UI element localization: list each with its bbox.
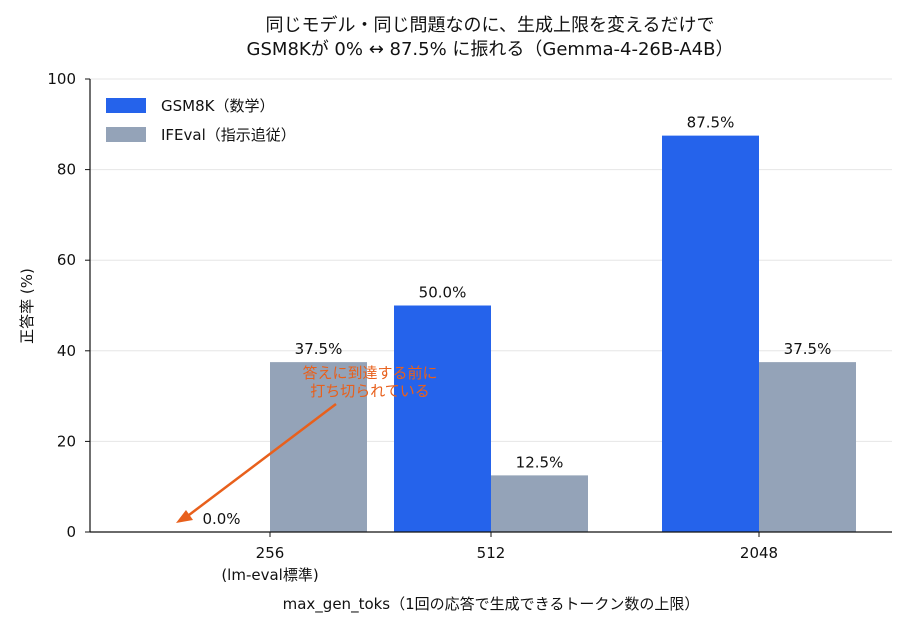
annotation-arrow-shaft (184, 403, 337, 519)
axes: 0 20 40 60 80 100 256 (lm-eval標準) 512 2048 (47, 70, 892, 584)
x-tick-sublabel: (lm-eval標準) (221, 566, 318, 584)
annotation-text: 打ち切られている (310, 382, 430, 400)
legend-swatch (106, 98, 146, 113)
bars (270, 135, 856, 532)
y-tick-label: 100 (47, 70, 76, 88)
legend-label: GSM8K（数学） (161, 97, 274, 115)
y-tick-label: 40 (57, 342, 76, 360)
x-axis-label: max_gen_toks（1回の応答で生成できるトークン数の上限） (283, 595, 700, 614)
data-label: 50.0% (419, 284, 467, 302)
legend: GSM8K（数学） IFEval（指示追従） (106, 97, 296, 144)
data-label: 0.0% (202, 510, 240, 528)
data-labels: 0.0% 37.5% 50.0% 12.5% 87.5% 37.5% (202, 114, 831, 528)
y-tick-label: 20 (57, 432, 76, 450)
bar (270, 362, 367, 532)
y-axis-label: 正答率 (%) (18, 268, 36, 344)
y-tick-label: 0 (66, 523, 76, 541)
bar (394, 305, 491, 532)
chart-subtitle: GSM8Kが 0% ↔ 87.5% に振れる（Gemma-4-26B-A4B） (247, 39, 734, 60)
data-label: 37.5% (784, 340, 832, 358)
legend-swatch (106, 127, 146, 142)
data-label: 87.5% (687, 114, 735, 132)
bar (491, 475, 588, 532)
x-tick-label: 256 (256, 544, 285, 562)
y-tick-label: 80 (57, 161, 76, 179)
bar (759, 362, 856, 532)
chart-title: 同じモデル・同じ問題なのに、生成上限を変えるだけで (266, 15, 715, 36)
bar (662, 135, 759, 532)
data-label: 37.5% (295, 340, 343, 358)
x-tick-label: 2048 (740, 544, 778, 562)
annotation-arrow-head (176, 510, 193, 523)
data-label: 12.5% (516, 453, 564, 471)
annotation-text: 答えに到達する前に (302, 364, 437, 382)
legend-label: IFEval（指示追従） (161, 126, 296, 144)
y-tick-label: 60 (57, 251, 76, 269)
x-tick-label: 512 (477, 544, 506, 562)
